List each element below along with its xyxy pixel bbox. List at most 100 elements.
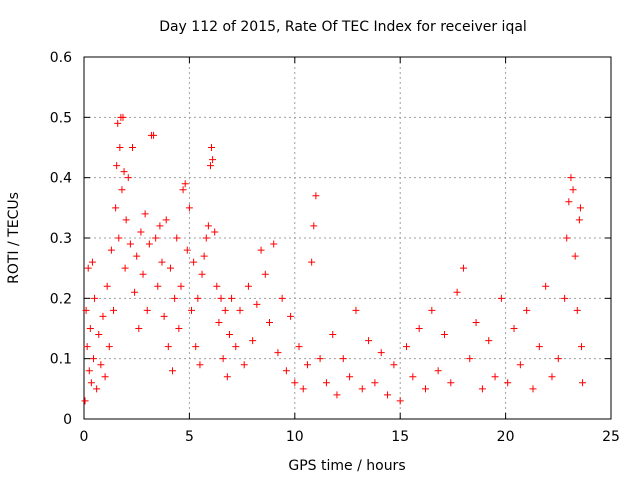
data-point xyxy=(103,282,111,290)
data-point xyxy=(316,355,324,363)
data-point xyxy=(434,367,442,375)
data-point xyxy=(81,397,89,405)
data-point xyxy=(415,325,423,332)
y-tick-label: 0.4 xyxy=(50,171,72,187)
data-point xyxy=(181,180,189,188)
x-axis-label: GPS time / hours xyxy=(288,458,405,474)
x-tick-label: 0 xyxy=(80,429,89,445)
data-point xyxy=(194,294,202,302)
data-point xyxy=(200,252,208,260)
data-point xyxy=(87,379,95,387)
data-point xyxy=(169,367,177,375)
data-point xyxy=(447,379,455,387)
data-point xyxy=(89,355,97,363)
data-point xyxy=(171,294,179,302)
data-point xyxy=(113,162,121,170)
data-point xyxy=(377,349,385,357)
data-point xyxy=(308,258,316,266)
data-point xyxy=(192,343,200,351)
data-point xyxy=(257,246,265,254)
x-tick-label: 10 xyxy=(286,429,304,445)
data-point xyxy=(114,119,122,127)
x-tick-label: 20 xyxy=(497,429,515,445)
data-point xyxy=(150,131,158,139)
data-point xyxy=(206,162,214,170)
y-tick-label: 0.2 xyxy=(50,291,72,307)
data-point xyxy=(126,240,134,248)
data-point xyxy=(160,312,168,320)
data-point xyxy=(249,337,257,345)
data-point xyxy=(516,361,524,369)
y-axis-label: ROTI / TECUs xyxy=(6,192,22,284)
data-point xyxy=(428,306,436,314)
data-point xyxy=(421,385,429,393)
data-point xyxy=(569,186,577,194)
data-point xyxy=(164,343,172,351)
data-point xyxy=(223,373,231,381)
data-point xyxy=(573,306,581,314)
data-point xyxy=(215,318,223,326)
data-point xyxy=(221,306,229,314)
data-point xyxy=(145,240,153,248)
data-point xyxy=(510,325,518,332)
data-point xyxy=(497,294,505,302)
data-point xyxy=(217,294,225,302)
data-point xyxy=(156,222,164,230)
data-point xyxy=(135,325,143,332)
data-point xyxy=(204,222,212,230)
x-tick-label: 25 xyxy=(602,429,620,445)
ticks xyxy=(83,56,612,420)
data-point xyxy=(329,331,337,339)
data-point xyxy=(339,355,347,363)
data-point xyxy=(196,361,204,369)
y-tick-label: 0.6 xyxy=(50,50,72,66)
data-point xyxy=(529,385,537,393)
x-tick-label: 15 xyxy=(391,429,409,445)
data-point xyxy=(295,343,303,351)
data-point xyxy=(240,361,248,369)
data-point xyxy=(119,113,127,121)
data-point xyxy=(346,373,354,381)
data-point xyxy=(535,343,543,351)
chart-title: Day 112 of 2015, Rate Of TEC Index for r… xyxy=(159,19,527,35)
data-point xyxy=(548,373,556,381)
data-point xyxy=(390,361,398,369)
data-point xyxy=(131,288,139,296)
data-point xyxy=(565,198,573,206)
data-point xyxy=(485,337,493,345)
data-point xyxy=(86,325,94,332)
data-point xyxy=(97,361,105,369)
data-point xyxy=(202,234,210,242)
data-point xyxy=(466,355,474,363)
data-point xyxy=(575,216,583,224)
data-point xyxy=(232,343,240,351)
data-point xyxy=(179,186,187,194)
data-point xyxy=(115,234,123,242)
data-point xyxy=(143,306,151,314)
data-point xyxy=(310,222,318,230)
data-point xyxy=(105,343,113,351)
data-point xyxy=(91,294,99,302)
data-point xyxy=(333,391,341,399)
data-point xyxy=(83,343,91,351)
data-point xyxy=(253,300,261,308)
data-point xyxy=(133,252,141,260)
data-point xyxy=(563,234,571,242)
data-point xyxy=(82,306,90,314)
data-point xyxy=(198,270,206,278)
data-point xyxy=(567,174,575,182)
data-point xyxy=(166,264,174,272)
data-point xyxy=(287,312,295,320)
data-point xyxy=(579,379,587,387)
data-point xyxy=(371,379,379,387)
data-point xyxy=(270,240,278,248)
data-point xyxy=(107,246,115,254)
data-point xyxy=(190,258,198,266)
data-point xyxy=(266,318,274,326)
data-point xyxy=(116,144,124,151)
data-point xyxy=(128,144,136,151)
data-point xyxy=(440,331,448,339)
data-point xyxy=(472,318,480,326)
y-tick-label: 0 xyxy=(63,412,72,428)
